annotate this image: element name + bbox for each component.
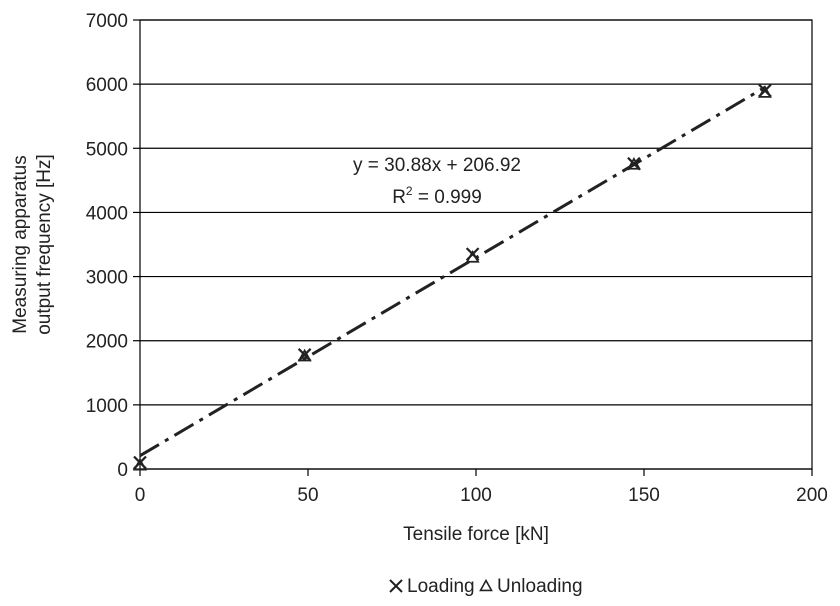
tick-labels: 0 1000 2000 3000 4000 5000 6000 7000 0 50 100 150 20… bbox=[86, 11, 828, 506]
legend-unloading-label: Unloading bbox=[497, 576, 583, 597]
y-tick-label: 6000 bbox=[86, 75, 128, 96]
unloading-point bbox=[297, 348, 312, 362]
x-tick-label: 100 bbox=[460, 485, 492, 506]
legend-unloading-marker bbox=[479, 578, 493, 592]
r-squared-label: R2 = 0.999 bbox=[392, 184, 482, 208]
x-tick-label: 200 bbox=[796, 485, 828, 506]
y-tick-label: 5000 bbox=[86, 139, 128, 160]
legend: Loading Unloading bbox=[389, 576, 583, 597]
x-tick-label: 0 bbox=[135, 485, 146, 506]
plot-area bbox=[139, 19, 813, 470]
x-tick-label: 150 bbox=[628, 485, 660, 506]
legend-loading-marker bbox=[389, 579, 403, 593]
y-axis-label: Measuring apparatus output frequency [Hz] bbox=[10, 154, 55, 335]
y-tick-label: 4000 bbox=[86, 203, 128, 224]
unloading-point bbox=[626, 156, 641, 170]
y-tick-label: 3000 bbox=[86, 268, 128, 289]
legend-loading-label: Loading bbox=[407, 576, 475, 597]
y-tick-label: 7000 bbox=[86, 11, 128, 32]
unloading-point bbox=[465, 249, 480, 263]
data-markers bbox=[132, 83, 772, 471]
x-tick-label: 50 bbox=[297, 485, 318, 506]
x-axis-label: Tensile force [kN] bbox=[403, 524, 549, 545]
y-tick-label: 1000 bbox=[86, 396, 128, 417]
unloading-point bbox=[132, 457, 148, 471]
trendline bbox=[139, 86, 766, 458]
y-tick-label: 0 bbox=[117, 460, 128, 481]
unloading-point bbox=[757, 85, 772, 98]
grid-lines bbox=[140, 19, 812, 470]
y-tick-label: 2000 bbox=[86, 332, 128, 353]
trendline-equation: y = 30.88x + 206.92 bbox=[353, 155, 521, 176]
